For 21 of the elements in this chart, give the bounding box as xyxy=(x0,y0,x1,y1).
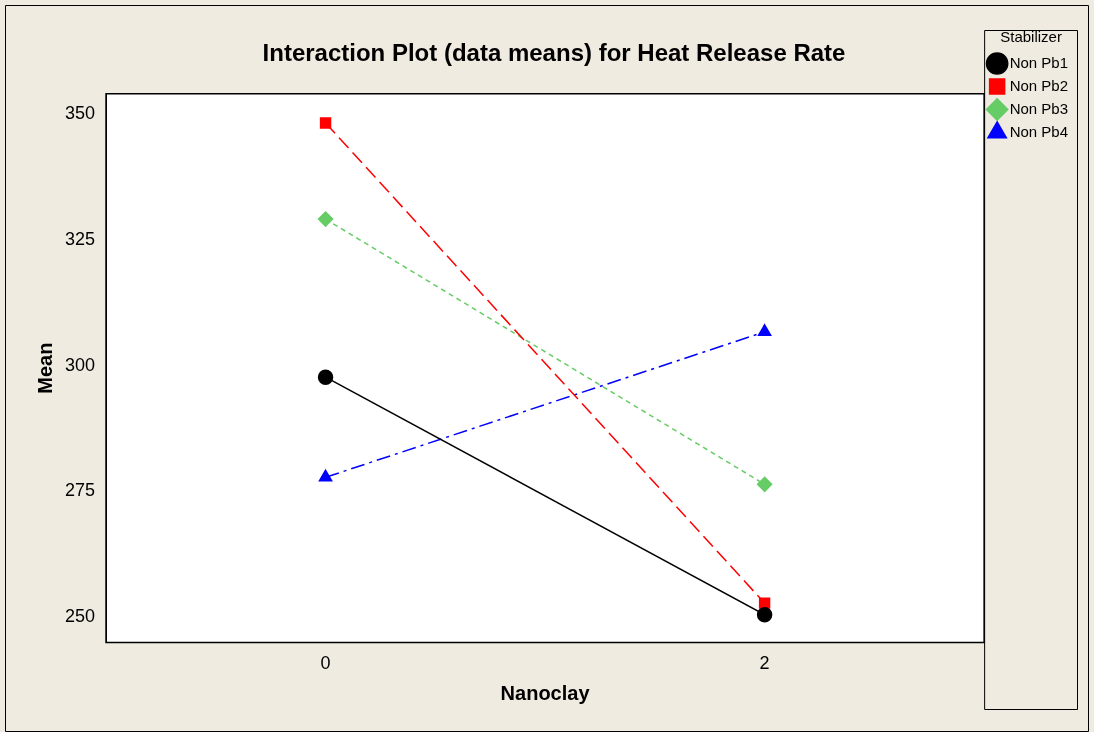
legend-label: Non Pb1 xyxy=(1009,53,1068,71)
y-tick-label: 325 xyxy=(64,228,96,249)
legend-label: Non Pb4 xyxy=(1009,122,1068,140)
y-tick-label: 300 xyxy=(64,354,96,375)
legend-label: Non Pb3 xyxy=(1009,99,1068,117)
point xyxy=(756,476,773,493)
chart-title: Interaction Plot (data means) for Heat Release Rate xyxy=(262,39,846,67)
point xyxy=(319,117,332,129)
x-axis-title: Nanoclay xyxy=(500,681,591,704)
point xyxy=(317,211,334,227)
y-tick-label: 350 xyxy=(64,102,96,123)
y-tick-label: 275 xyxy=(64,480,96,501)
point xyxy=(317,369,334,385)
point xyxy=(756,606,773,623)
point xyxy=(758,597,771,609)
y-tick-label: 250 xyxy=(64,606,96,627)
x-tick-label: 2 xyxy=(759,653,770,674)
x-tick-label: 0 xyxy=(320,653,331,674)
y-axis-title: Mean xyxy=(33,342,56,394)
legend-label: Non Pb2 xyxy=(1009,76,1068,94)
legend-title: Stabilizer xyxy=(1000,27,1062,45)
